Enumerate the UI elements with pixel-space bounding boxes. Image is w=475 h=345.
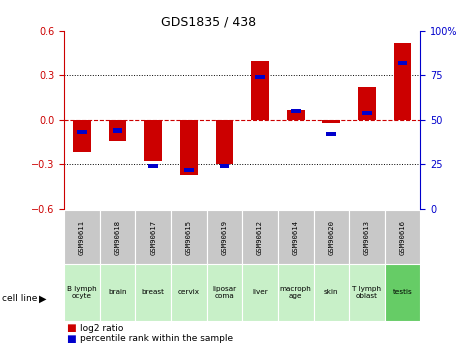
Bar (362, 111, 372, 115)
Text: log2 ratio: log2 ratio (80, 324, 123, 333)
Bar (216, 120, 233, 164)
Text: breast: breast (142, 289, 165, 295)
Bar (323, 120, 340, 123)
Text: liver: liver (252, 289, 268, 295)
Bar (100, 210, 135, 264)
Text: brain: brain (108, 289, 127, 295)
Text: ■: ■ (66, 334, 76, 344)
Bar (184, 168, 194, 172)
Bar (77, 130, 87, 135)
Text: GSM90616: GSM90616 (399, 220, 406, 255)
Bar (148, 164, 158, 168)
Bar (349, 264, 385, 321)
Bar (180, 120, 198, 175)
Bar (109, 120, 126, 141)
Text: liposar
coma: liposar coma (212, 286, 237, 299)
Bar (326, 132, 336, 136)
Bar (251, 61, 269, 120)
Bar (255, 75, 265, 79)
Text: T lymph
oblast: T lymph oblast (352, 286, 381, 299)
Bar (207, 264, 242, 321)
Bar (64, 210, 100, 264)
Text: GSM90617: GSM90617 (150, 220, 156, 255)
Text: B lymph
ocyte: B lymph ocyte (67, 286, 97, 299)
Text: GSM90619: GSM90619 (221, 220, 228, 255)
Bar (144, 120, 162, 161)
Bar (73, 120, 91, 152)
Text: macroph
age: macroph age (280, 286, 312, 299)
Text: GSM90612: GSM90612 (257, 220, 263, 255)
Text: GDS1835 / 438: GDS1835 / 438 (162, 16, 256, 29)
Bar (291, 109, 301, 113)
Bar (135, 210, 171, 264)
Bar (349, 210, 385, 264)
Text: GSM90620: GSM90620 (328, 220, 334, 255)
Bar (287, 109, 304, 120)
Bar (171, 210, 207, 264)
Text: percentile rank within the sample: percentile rank within the sample (80, 334, 233, 343)
Bar (242, 210, 278, 264)
Text: cervix: cervix (178, 289, 200, 295)
Bar (135, 264, 171, 321)
Text: GSM90615: GSM90615 (186, 220, 192, 255)
Bar (171, 264, 207, 321)
Text: GSM90614: GSM90614 (293, 220, 299, 255)
Bar (207, 210, 242, 264)
Bar (358, 87, 376, 120)
Text: testis: testis (393, 289, 412, 295)
Bar (398, 61, 408, 65)
Text: GSM90611: GSM90611 (79, 220, 85, 255)
Bar (385, 210, 420, 264)
Bar (314, 210, 349, 264)
Bar (278, 210, 314, 264)
Text: ■: ■ (66, 324, 76, 333)
Bar (385, 264, 420, 321)
Bar (314, 264, 349, 321)
Text: ▶: ▶ (39, 294, 47, 303)
Bar (219, 164, 229, 168)
Text: GSM90613: GSM90613 (364, 220, 370, 255)
Bar (64, 264, 100, 321)
Bar (278, 264, 314, 321)
Text: skin: skin (324, 289, 339, 295)
Text: cell line: cell line (2, 294, 38, 303)
Bar (100, 264, 135, 321)
Bar (113, 128, 123, 132)
Text: GSM90618: GSM90618 (114, 220, 121, 255)
Bar (394, 43, 411, 120)
Bar (242, 264, 278, 321)
